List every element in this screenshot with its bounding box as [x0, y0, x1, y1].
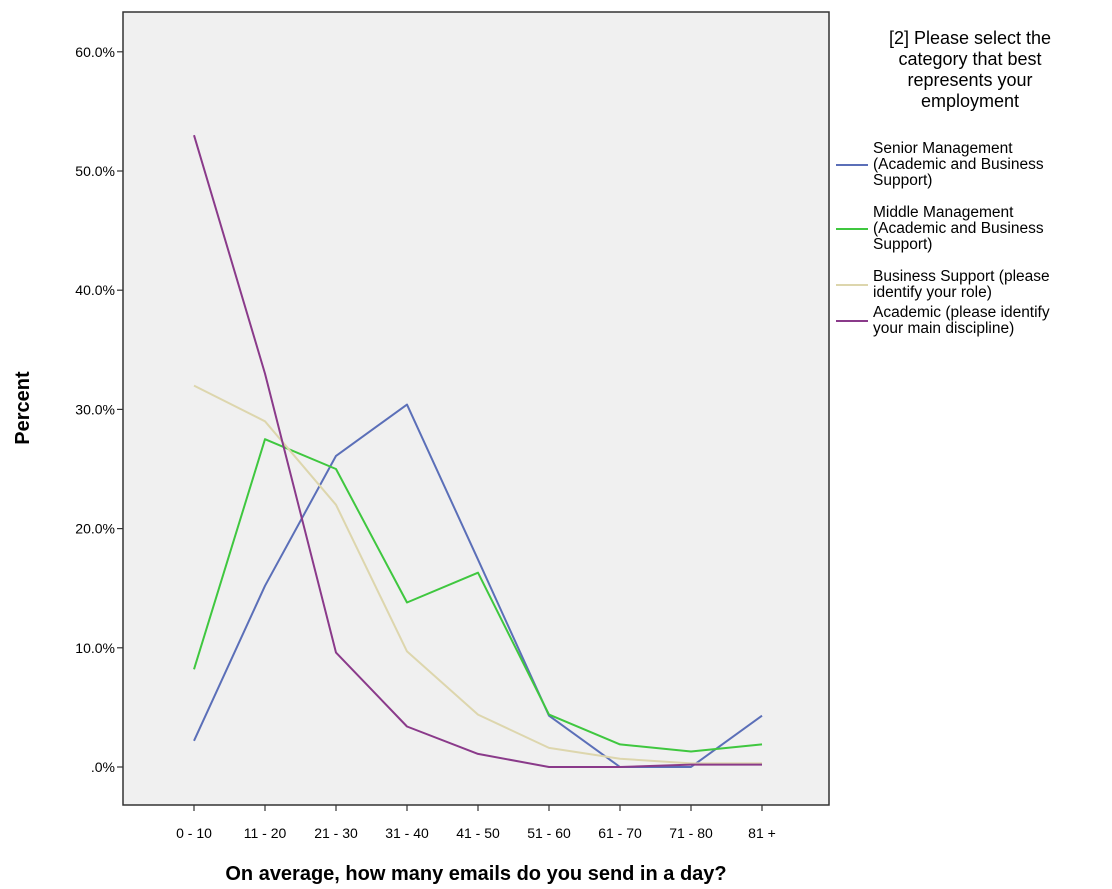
legend: [2] Please select the category that best r…	[836, 28, 1051, 337]
legend-item: Senior Management (Academic and Business S…	[836, 140, 1044, 189]
x-axis-title: On average, how many emails do you send …	[225, 863, 726, 885]
x-tick-label: 41 - 50	[456, 825, 500, 841]
series-line	[193, 134, 762, 768]
legend-title: [2] Please select the category that best r…	[889, 28, 1051, 111]
x-tick-label: 61 - 70	[598, 825, 642, 841]
plot-area	[122, 11, 830, 806]
y-tick-label: 20.0%	[75, 521, 115, 537]
x-tick-label: 31 - 40	[385, 825, 429, 841]
legend-item: Middle Management (Academic and Business S…	[836, 204, 1044, 253]
legend-item: Business Support (please identify your ro…	[836, 268, 1050, 301]
x-tick-label: 21 - 30	[314, 825, 358, 841]
x-tick-label: 51 - 60	[527, 825, 571, 841]
y-axis: .0% 10.0% 20.0% 30.0% 40.0% 50.0% 60.0%	[75, 44, 123, 775]
y-tick-label: .0%	[91, 759, 115, 775]
x-tick-label: 0 - 10	[176, 825, 212, 841]
legend-label: Senior Management (Academic and Business S…	[873, 140, 1044, 189]
legend-item: Academic (please identify your main disci…	[836, 304, 1050, 337]
y-tick-label: 50.0%	[75, 163, 115, 179]
x-tick-label: 81 +	[748, 825, 776, 841]
y-axis-title: Percent	[12, 371, 34, 445]
x-tick-label: 71 - 80	[669, 825, 713, 841]
y-tick-label: 30.0%	[75, 401, 115, 417]
y-tick-label: 10.0%	[75, 640, 115, 656]
series-line	[193, 384, 762, 765]
series-line	[193, 403, 763, 768]
x-axis: 0 - 10 11 - 20 21 - 30 31 - 40 41 - 50 51 - 6…	[176, 805, 776, 841]
y-tick-label: 40.0%	[75, 282, 115, 298]
series-lines	[193, 134, 763, 768]
legend-label: Business Support (please identify your ro…	[873, 268, 1050, 301]
legend-label: Middle Management (Academic and Business S…	[873, 204, 1044, 253]
legend-label: Academic (please identify your main disci…	[873, 304, 1050, 337]
x-tick-label: 11 - 20	[244, 825, 287, 841]
y-tick-label: 60.0%	[75, 44, 115, 60]
